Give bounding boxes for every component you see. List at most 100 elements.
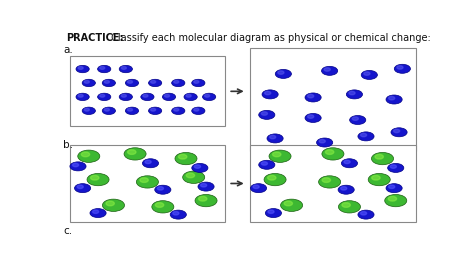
Circle shape xyxy=(164,94,170,97)
Circle shape xyxy=(397,66,403,69)
Text: b.: b. xyxy=(63,140,73,151)
Bar xyxy=(70,56,225,126)
Circle shape xyxy=(389,185,395,189)
Circle shape xyxy=(324,68,330,71)
Circle shape xyxy=(269,150,291,162)
Circle shape xyxy=(106,201,114,206)
Circle shape xyxy=(261,112,267,115)
Circle shape xyxy=(152,201,174,213)
Circle shape xyxy=(125,107,138,114)
Circle shape xyxy=(155,203,164,207)
Circle shape xyxy=(261,162,267,165)
Circle shape xyxy=(195,194,217,207)
Circle shape xyxy=(358,210,374,219)
Circle shape xyxy=(76,65,89,73)
Circle shape xyxy=(143,94,148,97)
Circle shape xyxy=(341,159,357,168)
Circle shape xyxy=(284,201,292,206)
Circle shape xyxy=(352,117,358,120)
Circle shape xyxy=(163,93,176,101)
Circle shape xyxy=(305,93,321,102)
Circle shape xyxy=(199,196,207,201)
Circle shape xyxy=(273,152,281,157)
Circle shape xyxy=(182,171,205,183)
Circle shape xyxy=(151,80,155,83)
Circle shape xyxy=(322,178,330,182)
Circle shape xyxy=(175,152,197,165)
Circle shape xyxy=(305,113,321,122)
Circle shape xyxy=(202,93,216,101)
Bar xyxy=(250,48,416,151)
Circle shape xyxy=(394,64,410,73)
Circle shape xyxy=(388,163,404,172)
Text: PRACTICE:: PRACTICE: xyxy=(66,33,124,43)
Circle shape xyxy=(125,79,138,87)
Circle shape xyxy=(192,163,208,172)
Circle shape xyxy=(386,184,402,193)
Circle shape xyxy=(170,210,186,219)
Circle shape xyxy=(308,115,314,118)
Circle shape xyxy=(250,184,266,193)
Circle shape xyxy=(198,182,214,191)
Circle shape xyxy=(121,66,127,69)
Circle shape xyxy=(270,135,276,139)
Circle shape xyxy=(121,94,127,97)
Circle shape xyxy=(172,79,185,87)
Circle shape xyxy=(194,108,199,111)
Circle shape xyxy=(102,79,116,87)
Circle shape xyxy=(98,65,111,73)
Bar xyxy=(70,145,225,222)
Circle shape xyxy=(104,108,109,111)
Circle shape xyxy=(338,201,361,213)
Circle shape xyxy=(87,173,109,186)
Circle shape xyxy=(344,160,350,164)
Circle shape xyxy=(77,185,83,189)
Circle shape xyxy=(368,173,390,186)
Circle shape xyxy=(124,148,146,160)
Text: Classify each molecular diagram as physical or chemical change:: Classify each molecular diagram as physi… xyxy=(108,33,430,43)
Circle shape xyxy=(82,107,95,114)
Circle shape xyxy=(264,91,271,95)
Circle shape xyxy=(346,90,363,99)
Circle shape xyxy=(194,165,201,168)
Circle shape xyxy=(74,184,91,193)
Circle shape xyxy=(389,97,395,100)
Circle shape xyxy=(90,209,106,218)
Circle shape xyxy=(388,196,397,201)
Circle shape xyxy=(191,107,205,114)
Circle shape xyxy=(119,93,132,101)
Circle shape xyxy=(253,185,259,189)
Circle shape xyxy=(184,93,197,101)
Circle shape xyxy=(372,175,380,180)
Circle shape xyxy=(141,93,154,101)
Circle shape xyxy=(205,94,210,97)
Circle shape xyxy=(173,211,179,215)
Circle shape xyxy=(322,148,344,160)
Circle shape xyxy=(321,66,337,75)
Text: a.: a. xyxy=(63,45,73,55)
Circle shape xyxy=(259,110,275,119)
Circle shape xyxy=(100,66,105,69)
Circle shape xyxy=(372,152,393,165)
Circle shape xyxy=(102,107,116,114)
Circle shape xyxy=(191,79,205,87)
Circle shape xyxy=(375,154,383,159)
Circle shape xyxy=(342,203,350,207)
Circle shape xyxy=(268,175,276,180)
Circle shape xyxy=(84,108,89,111)
Circle shape xyxy=(172,107,185,114)
Circle shape xyxy=(102,199,125,211)
Circle shape xyxy=(82,79,95,87)
Circle shape xyxy=(92,210,99,213)
Circle shape xyxy=(281,199,302,211)
Circle shape xyxy=(308,94,314,98)
Circle shape xyxy=(265,209,282,218)
Circle shape xyxy=(201,184,207,187)
Circle shape xyxy=(391,128,407,137)
Circle shape xyxy=(78,94,83,97)
Circle shape xyxy=(84,80,89,83)
Circle shape xyxy=(128,150,136,154)
Circle shape xyxy=(319,139,325,143)
Circle shape xyxy=(364,72,370,75)
Circle shape xyxy=(349,91,355,95)
